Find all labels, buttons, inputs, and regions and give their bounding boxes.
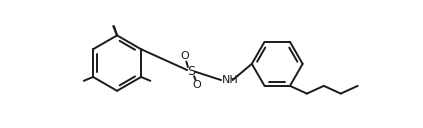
Text: S: S (187, 65, 195, 78)
Text: O: O (181, 51, 189, 61)
Text: O: O (193, 80, 201, 90)
Text: NH: NH (222, 75, 239, 85)
